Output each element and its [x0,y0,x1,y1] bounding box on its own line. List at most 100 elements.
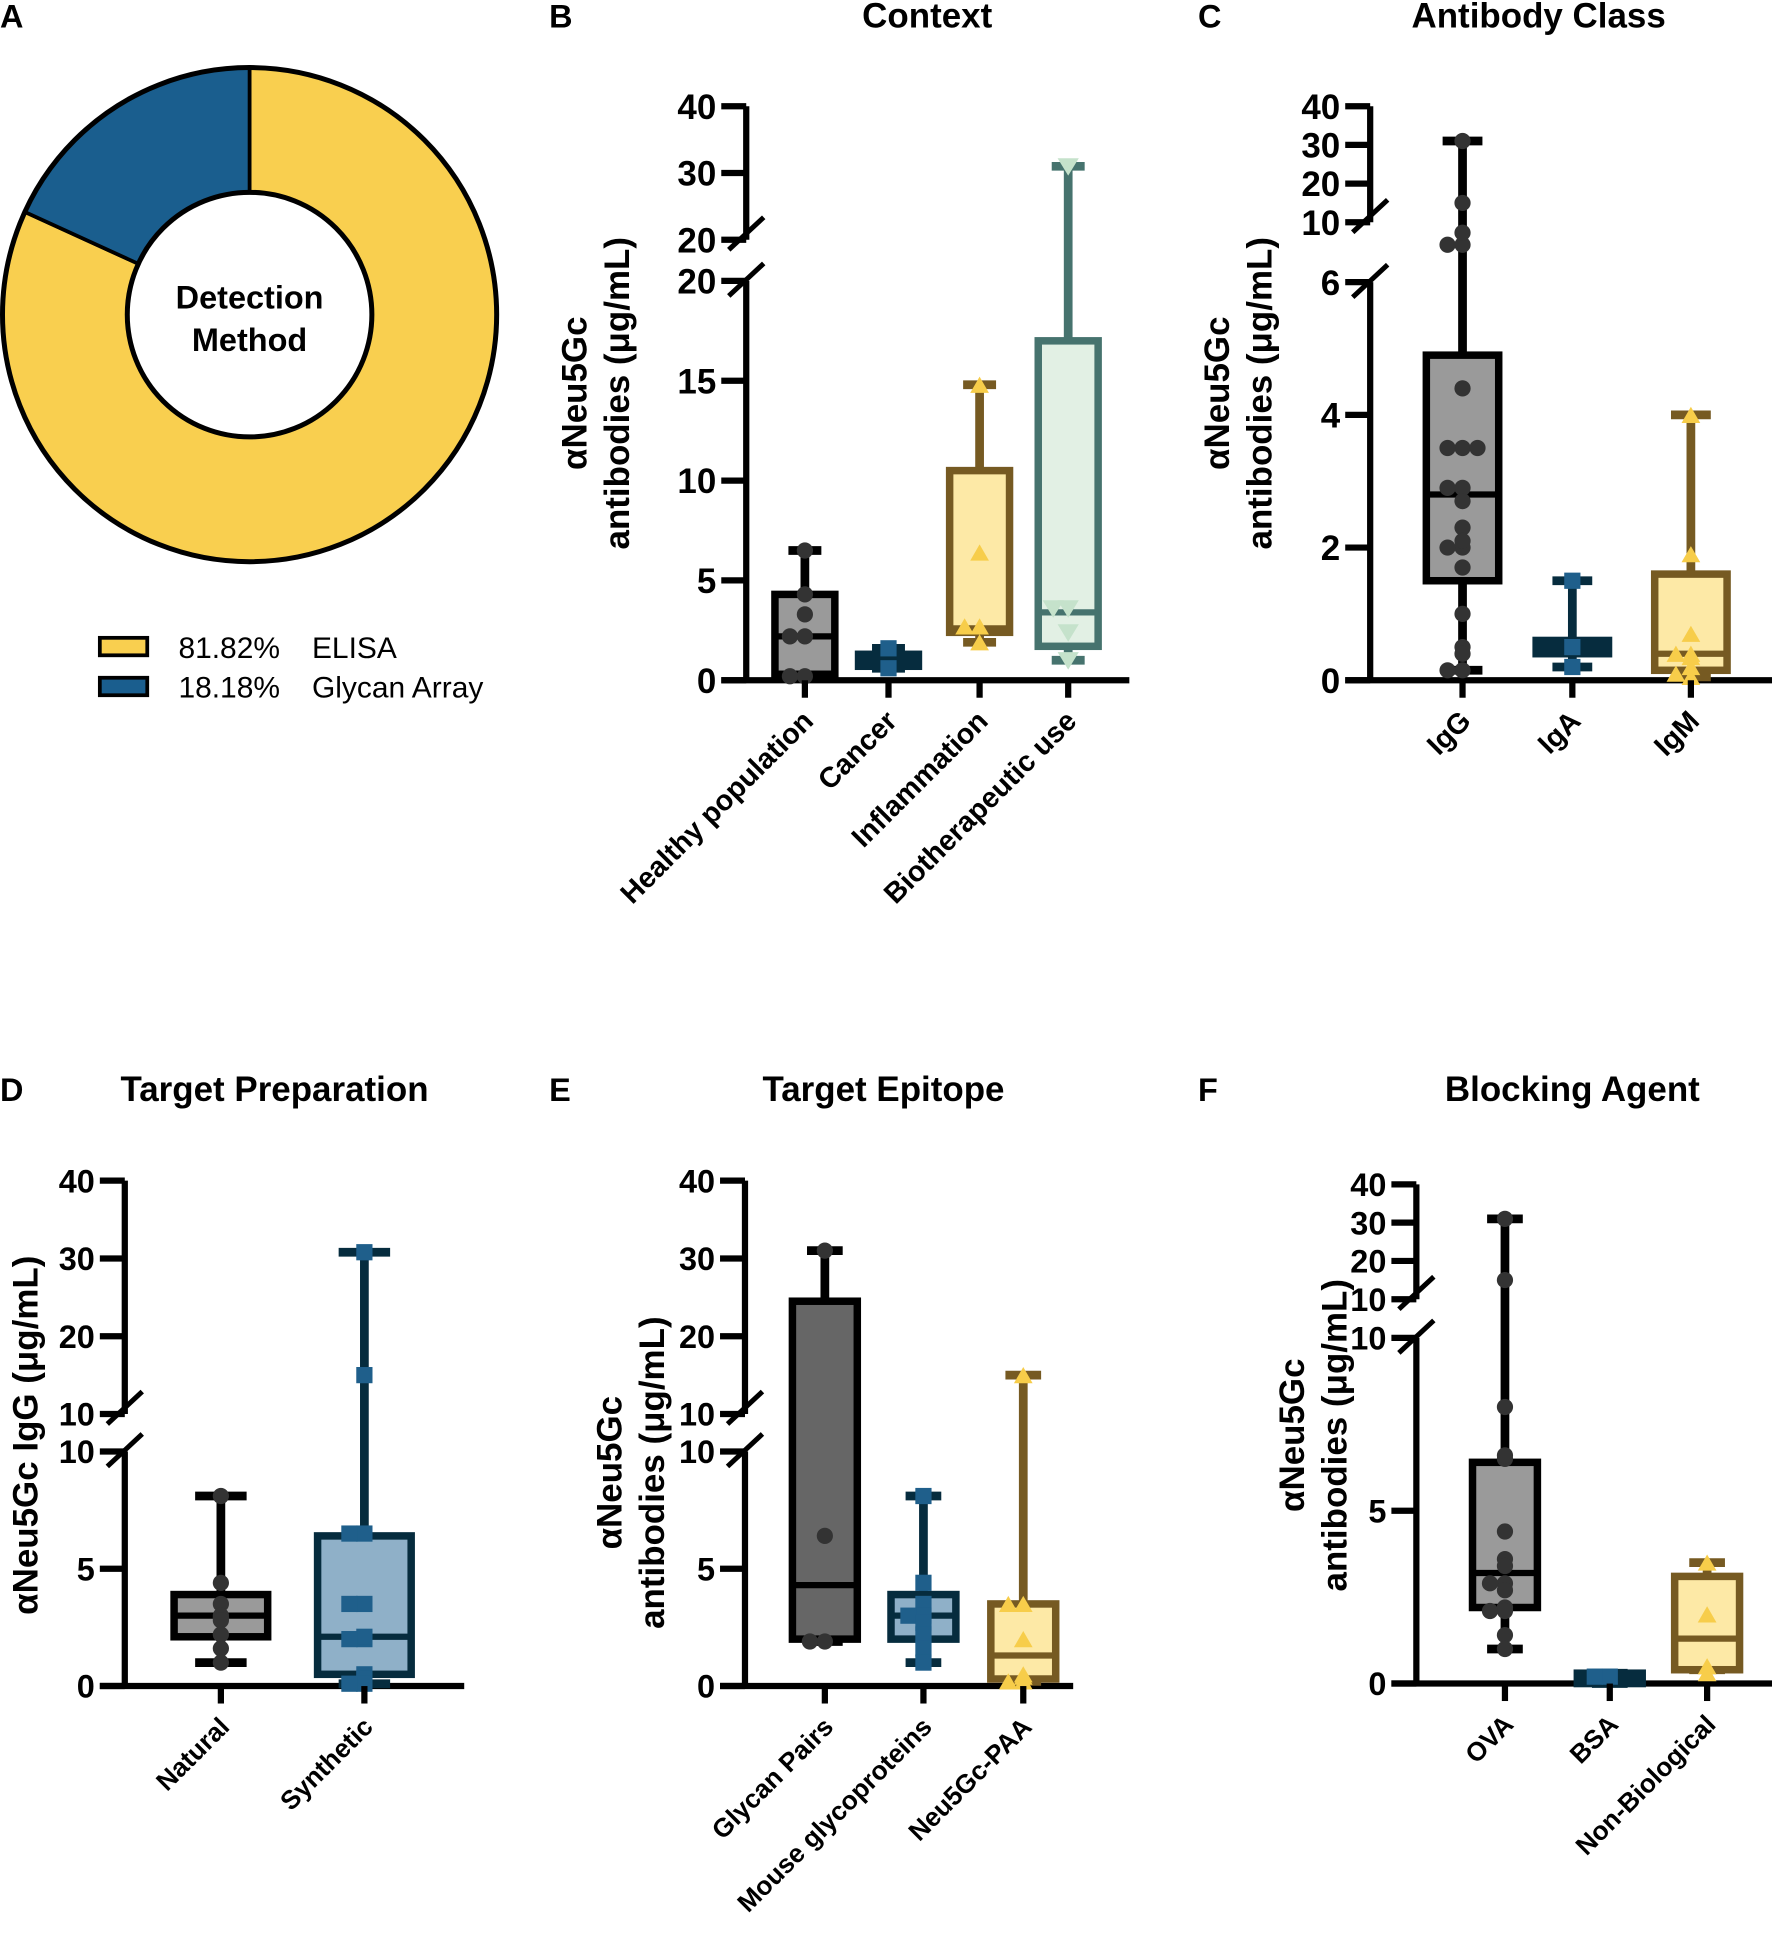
x-tick-label: Natural [150,1712,235,1797]
panel-f: F Blocking Agent αNeu5Gc antibodies (μg/mL)… [1198,1070,1772,1861]
data-point [880,660,897,677]
data-point [1681,546,1701,563]
axis-break-mark [1351,197,1390,235]
data-point [356,1367,373,1384]
data-point [816,1242,833,1259]
data-point [970,634,989,651]
chart-title: Target Epitope [763,1070,1005,1109]
data-point [1681,668,1701,686]
y-tick-label: 0 [1321,662,1340,701]
y-axis-label: αNeu5Gc [556,316,595,470]
data-point [1454,662,1471,679]
axis-break-mark [1397,1274,1436,1312]
y-tick-label: 4 [1321,396,1341,435]
y-tick-label: 10 [679,1434,715,1470]
data-point [1454,439,1471,457]
y-tick-label: 10 [59,1397,95,1433]
data-point [1013,1595,1033,1613]
legend-percent: 81.82% [178,632,280,665]
box-non-biological [1670,1554,1744,1682]
axis-break-mark [727,215,766,252]
data-point [1013,1668,1033,1685]
panel-e: E Target Epitope αNeu5Gc antibodies (μg/mL)… [549,1070,1074,1918]
y-tick-label: 10 [679,1397,715,1433]
box-mouse-glycoproteins [887,1487,960,1671]
y-tick-label: 10 [1350,1321,1386,1357]
data-point [1496,1582,1514,1599]
data-point [341,1595,358,1613]
box-iqr [1670,1572,1744,1674]
data-point [1057,600,1079,618]
y-tick-label: 40 [677,88,716,127]
y-tick-label: 30 [1301,126,1340,165]
data-point [1439,479,1456,496]
data-point [212,1595,229,1613]
box-igm [1650,406,1731,686]
data-point [970,376,989,393]
data-point [1496,1627,1514,1644]
data-point [212,1640,229,1657]
x-tick-label: BSA [1564,1709,1624,1769]
x-tick-label: Mouse glycoproteins [731,1712,937,1918]
y-axis-label: αNeu5Gc [1198,316,1237,470]
data-point [1697,1606,1717,1623]
data-point [341,1631,358,1648]
x-tick-label: IgA [1532,705,1587,760]
y-tick-label: 20 [59,1319,95,1355]
x-tick-label: OVA [1459,1709,1519,1769]
data-point [796,586,813,603]
data-point [1564,572,1581,589]
data-point [1439,539,1456,556]
y-tick-label: 0 [697,662,716,701]
box-healthy-population [771,542,839,685]
panel-d: D Target Preparation αNeu5Gc IgG (μg/mL) 0 5… [0,1070,465,1816]
axis-break-mark [105,1389,144,1426]
data-point [880,640,897,657]
y-tick-label: 10 [1301,204,1340,243]
data-point [1666,645,1686,662]
panel-c: C Antibody Class αNeu5Gc antibodies (μg/mL)… [1198,0,1772,763]
data-point [1496,1523,1514,1540]
data-point [1564,658,1581,676]
axis-break-mark [725,1389,765,1426]
data-point [1586,1668,1603,1685]
x-tick-label: IgM [1648,705,1706,763]
data-point [796,542,813,559]
y-tick-label: 0 [1368,1666,1386,1702]
data-point [1057,624,1079,642]
data-point [816,1527,833,1545]
y-tick-label: 40 [1301,88,1340,127]
y-axis-label: αNeu5Gc IgG (μg/mL) [6,1256,45,1615]
y-tick-label: 20 [1350,1244,1386,1280]
data-point [212,1574,229,1591]
y-axis-label: antibodies (μg/mL) [633,1316,672,1629]
y-tick-label: 20 [679,1319,715,1355]
data-point [1454,194,1471,212]
data-point [1013,1631,1033,1648]
data-point [1496,1602,1514,1620]
y-axis-label: αNeu5Gc [590,1396,629,1550]
legend: 81.82% ELISA 18.18% Glycan Array [97,632,483,705]
y-tick-label: 30 [677,155,716,194]
y-axis-label: antibodies (μg/mL) [1315,1279,1354,1592]
box-iqr [1034,337,1102,651]
y-axis-label: antibodies (μg/mL) [1241,237,1280,550]
data-point [341,1675,358,1692]
panel-letter: B [549,0,572,35]
box-natural [170,1487,272,1671]
data-point [1454,605,1471,623]
data-point [1681,648,1701,666]
data-point [998,1595,1018,1613]
data-point [796,606,813,623]
data-point [1681,406,1701,423]
box-iqr [788,1297,862,1643]
data-point [1496,1640,1514,1658]
y-tick-label: 20 [677,263,716,302]
y-tick-label: 40 [1350,1167,1386,1203]
data-point [781,668,799,685]
data-point [796,628,813,645]
data-point [1496,1210,1514,1227]
y-tick-label: 15 [677,362,716,401]
y-tick-label: 0 [697,1669,715,1705]
